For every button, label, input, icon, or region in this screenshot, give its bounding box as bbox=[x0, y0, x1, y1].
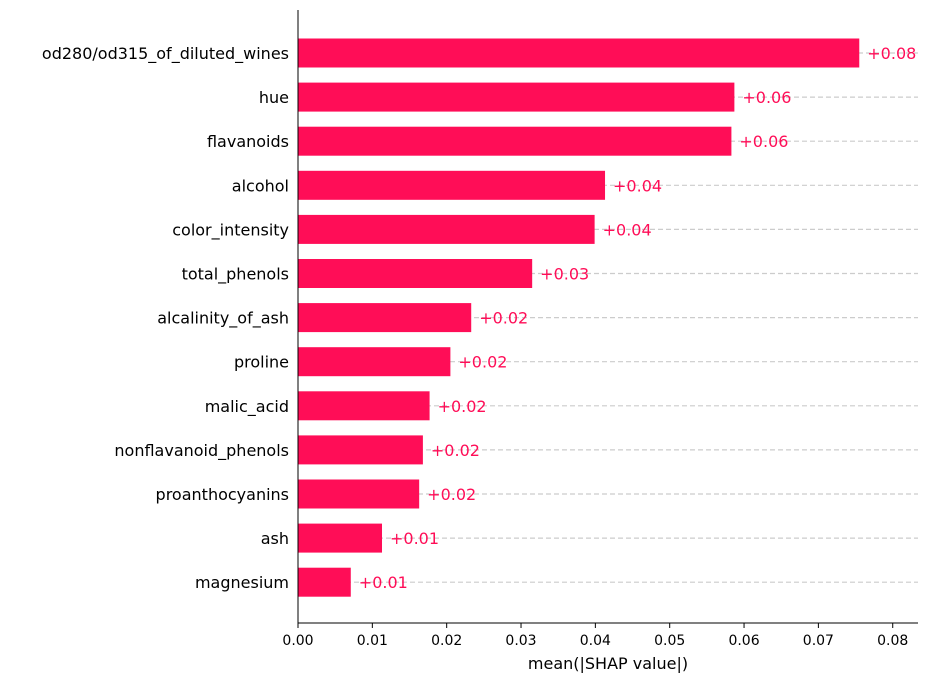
value-label: +0.08 bbox=[867, 44, 916, 63]
value-label: +0.01 bbox=[390, 529, 439, 548]
value-label: +0.02 bbox=[431, 441, 480, 460]
value-label: +0.04 bbox=[603, 220, 652, 239]
x-tick-label: 0.03 bbox=[505, 633, 536, 649]
category-label: ash bbox=[261, 529, 289, 548]
bar bbox=[298, 347, 451, 377]
x-axis-title: mean(|SHAP value|) bbox=[528, 654, 688, 673]
value-label: +0.06 bbox=[742, 88, 791, 107]
category-label: proanthocyanins bbox=[156, 485, 289, 504]
x-tick-label: 0.00 bbox=[282, 633, 313, 649]
category-label: flavanoids bbox=[207, 132, 289, 151]
bar bbox=[298, 126, 732, 156]
value-label: +0.02 bbox=[438, 397, 487, 416]
bar bbox=[298, 259, 533, 288]
bar bbox=[298, 38, 860, 68]
x-tick-label: 0.07 bbox=[803, 633, 834, 649]
value-labels: +0.08 +0.06 +0.06 +0.04 +0.04 +0.03 +0.02 +0.02… bbox=[359, 44, 917, 592]
category-label: proline bbox=[234, 353, 289, 372]
x-tick-label: 0.06 bbox=[728, 633, 759, 649]
bar bbox=[298, 214, 595, 244]
x-axis-ticks: 0.00 0.01 0.02 0.03 0.04 0.05 0.06 0.07 0.08 bbox=[282, 623, 908, 649]
bar bbox=[298, 303, 472, 333]
value-label: +0.03 bbox=[540, 265, 589, 284]
x-tick-label: 0.01 bbox=[357, 633, 388, 649]
value-label: +0.04 bbox=[613, 176, 662, 195]
value-label: +0.06 bbox=[739, 132, 788, 151]
bar bbox=[298, 567, 351, 597]
bar-layer bbox=[298, 38, 860, 597]
category-label: nonflavanoid_phenols bbox=[114, 441, 289, 461]
value-label: +0.01 bbox=[359, 573, 408, 592]
x-tick-label: 0.02 bbox=[431, 633, 462, 649]
category-label: color_intensity bbox=[172, 220, 289, 240]
x-tick-label: 0.05 bbox=[654, 633, 685, 649]
category-label: total_phenols bbox=[182, 265, 289, 285]
value-label: +0.02 bbox=[479, 309, 528, 328]
category-label: alcalinity_of_ash bbox=[157, 309, 289, 329]
category-label: od280/od315_of_diluted_wines bbox=[42, 44, 289, 64]
bar bbox=[298, 435, 423, 465]
category-label: alcohol bbox=[232, 176, 289, 195]
category-label: magnesium bbox=[195, 573, 289, 592]
value-label: +0.02 bbox=[427, 485, 476, 504]
bar bbox=[298, 523, 383, 553]
category-label: malic_acid bbox=[205, 397, 289, 417]
bar bbox=[298, 479, 420, 509]
bar bbox=[298, 82, 735, 112]
x-tick-label: 0.04 bbox=[580, 633, 611, 649]
value-label: +0.02 bbox=[458, 353, 507, 372]
category-label: hue bbox=[259, 88, 289, 107]
bar bbox=[298, 170, 606, 200]
bar bbox=[298, 391, 430, 421]
grid-layer bbox=[298, 52, 918, 583]
x-tick-label: 0.08 bbox=[877, 633, 908, 649]
